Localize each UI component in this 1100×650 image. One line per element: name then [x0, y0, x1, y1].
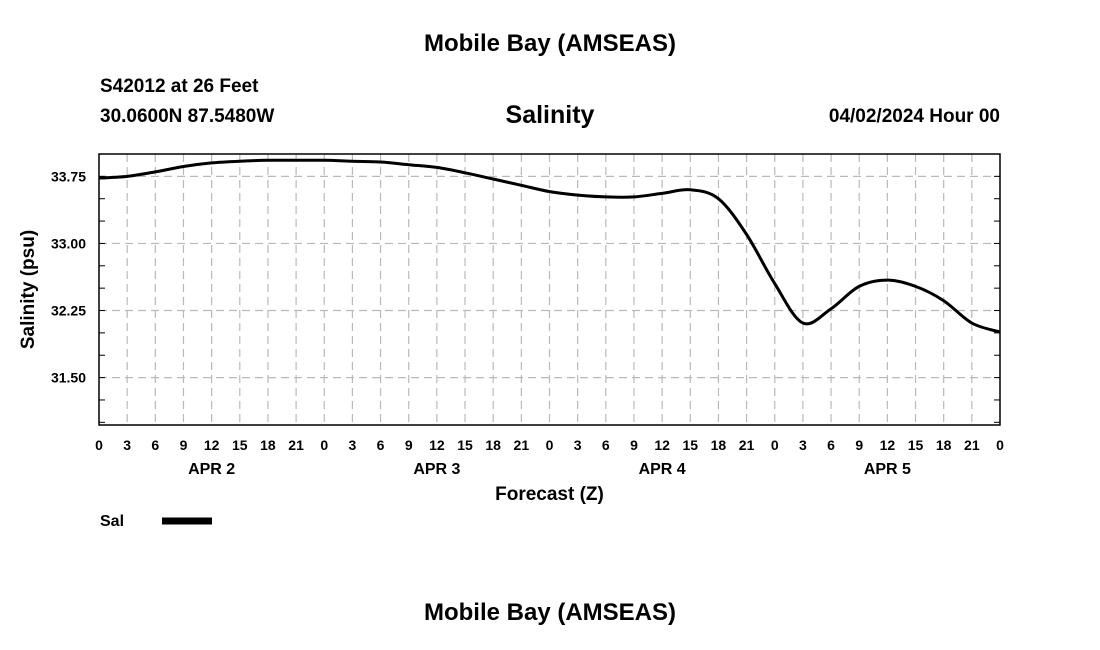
- legend: Sal: [100, 513, 212, 530]
- x-tick-label: 0: [996, 437, 1004, 453]
- station-coordinates: 30.0600N 87.5480W: [100, 106, 275, 127]
- x-tick-label: 0: [546, 437, 554, 453]
- day-labels: APR 2 APR 3 APR 4 APR 5: [188, 461, 911, 478]
- x-tick-label: 6: [151, 437, 159, 453]
- x-tick-label: 0: [771, 437, 779, 453]
- x-axis-label: Forecast (Z): [495, 484, 604, 505]
- x-tick-label: 21: [514, 437, 530, 453]
- x-tick-label: 12: [204, 437, 220, 453]
- x-tick-label: 21: [739, 437, 755, 453]
- x-tick-label: 3: [123, 437, 131, 453]
- x-tick-label: 12: [429, 437, 445, 453]
- x-tick-label: 18: [936, 437, 952, 453]
- x-tick-label: 9: [405, 437, 413, 453]
- x-tick-label: 18: [711, 437, 727, 453]
- x-tick-label: 3: [574, 437, 582, 453]
- x-tick-label: 3: [349, 437, 357, 453]
- station-label: S42012 at 26 Feet: [100, 76, 259, 97]
- day-label: APR 3: [413, 461, 460, 478]
- y-tick-label: 33.00: [51, 235, 86, 251]
- x-tick-label: 0: [320, 437, 328, 453]
- x-tick-label: 0: [95, 437, 103, 453]
- x-tick-label: 18: [260, 437, 276, 453]
- day-label: APR 5: [864, 461, 911, 478]
- x-tick-label: 15: [232, 437, 248, 453]
- grid-lines: [99, 154, 1000, 425]
- x-tick-label: 3: [799, 437, 807, 453]
- day-label: APR 4: [639, 461, 686, 478]
- x-tick-label: 18: [485, 437, 501, 453]
- y-tick-labels: 31.50 32.25 33.00 33.75: [51, 168, 86, 385]
- plot-frame: [98, 153, 1001, 426]
- page-title: Mobile Bay (AMSEAS): [423, 30, 677, 57]
- x-tick-label: 9: [855, 437, 863, 453]
- day-label: APR 2: [188, 461, 235, 478]
- x-tick-labels: 0 3 6 9 12 15 18 21 0 3 6 9 12 15 18 21 0 3 6 9 12 15 18 21 0 3 6 9…: [95, 437, 1004, 453]
- salinity-series-line: [98, 158, 1001, 334]
- x-tick-label: 12: [880, 437, 896, 453]
- y-tick-label: 33.75: [51, 168, 86, 184]
- y-axis-label: Salinity (psu): [18, 230, 39, 349]
- x-tick-label: 6: [827, 437, 835, 453]
- x-tick-label: 6: [377, 437, 385, 453]
- x-tick-label: 15: [682, 437, 698, 453]
- y-tick-label: 32.25: [51, 303, 86, 319]
- x-tick-label: 15: [457, 437, 473, 453]
- chart-title: Salinity: [505, 101, 595, 129]
- x-tick-label: 12: [654, 437, 670, 453]
- x-tick-label: 9: [180, 437, 188, 453]
- x-tick-label: 6: [602, 437, 610, 453]
- y-tick-label: 31.50: [51, 370, 86, 386]
- x-tick-label: 21: [964, 437, 980, 453]
- x-tick-label: 15: [908, 437, 924, 453]
- footer-title: Mobile Bay (AMSEAS): [423, 599, 677, 626]
- series-layer: [98, 158, 1001, 334]
- legend-label: Sal: [100, 513, 124, 530]
- forecast-time: 04/02/2024 Hour 00: [828, 106, 1000, 127]
- x-tick-label: 9: [630, 437, 638, 453]
- x-tick-label: 21: [288, 437, 304, 453]
